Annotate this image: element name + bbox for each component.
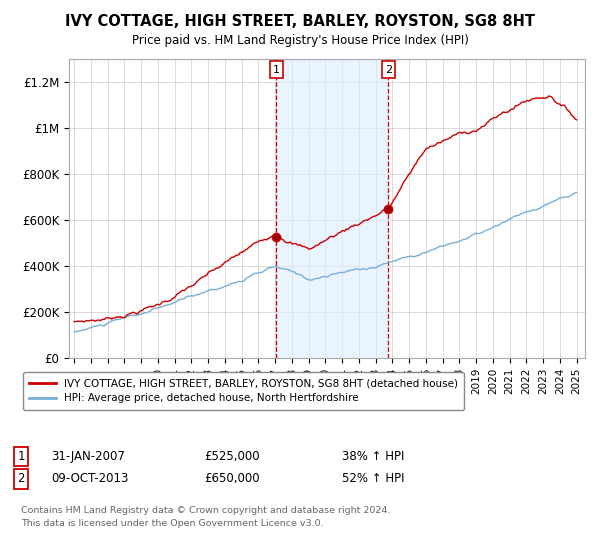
Text: 1: 1 [17, 450, 25, 463]
Legend: IVY COTTAGE, HIGH STREET, BARLEY, ROYSTON, SG8 8HT (detached house), HPI: Averag: IVY COTTAGE, HIGH STREET, BARLEY, ROYSTO… [23, 372, 464, 410]
Bar [277, 59, 388, 358]
Text: Contains HM Land Registry data © Crown copyright and database right 2024.: Contains HM Land Registry data © Crown c… [21, 506, 391, 515]
Text: 1: 1 [273, 64, 280, 74]
Text: This data is licensed under the Open Government Licence v3.0.: This data is licensed under the Open Gov… [21, 519, 323, 528]
Text: 52% ↑ HPI: 52% ↑ HPI [342, 472, 404, 486]
Text: 38% ↑ HPI: 38% ↑ HPI [342, 450, 404, 463]
Text: 31-JAN-2007: 31-JAN-2007 [51, 450, 125, 463]
Text: IVY COTTAGE, HIGH STREET, BARLEY, ROYSTON, SG8 8HT: IVY COTTAGE, HIGH STREET, BARLEY, ROYSTO… [65, 14, 535, 29]
Text: 2: 2 [385, 64, 392, 74]
Text: 09-OCT-2013: 09-OCT-2013 [51, 472, 128, 486]
Text: £650,000: £650,000 [204, 472, 260, 486]
Text: 2: 2 [17, 472, 25, 486]
Text: Price paid vs. HM Land Registry's House Price Index (HPI): Price paid vs. HM Land Registry's House … [131, 34, 469, 46]
Text: £525,000: £525,000 [204, 450, 260, 463]
